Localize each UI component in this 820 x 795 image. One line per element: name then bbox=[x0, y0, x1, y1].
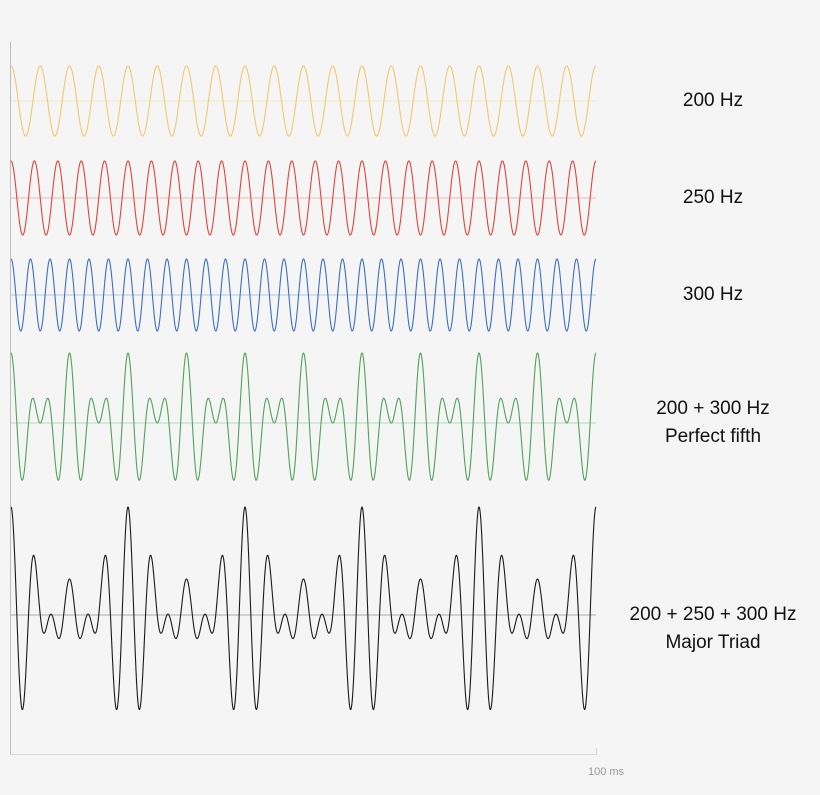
series-sublabel-200-250-300-hz: Major Triad bbox=[665, 632, 760, 653]
series-label-300-hz: 300 Hz bbox=[683, 284, 743, 305]
waveform-250-hz bbox=[10, 160, 597, 236]
series-label-200-hz: 200 Hz bbox=[683, 90, 743, 111]
waveform-300-hz bbox=[10, 258, 597, 332]
series-label-200-250-300-hz: 200 + 250 + 300 Hz bbox=[630, 604, 797, 625]
waveform-200-250-300-hz bbox=[10, 506, 597, 711]
waveform-200-300-hz bbox=[10, 352, 597, 481]
series-label-250-hz: 250 Hz bbox=[683, 187, 743, 208]
waveform-200-hz bbox=[10, 65, 597, 137]
x-axis-end-label: 100 ms bbox=[588, 766, 625, 778]
series-label-200-300-hz: 200 + 300 Hz bbox=[656, 398, 770, 419]
series-sublabel-200-300-hz: Perfect fifth bbox=[665, 426, 761, 447]
series-group: 200 Hz 250 Hz 300 Hz 200 + 300 Hz Perfect fi… bbox=[10, 65, 797, 711]
